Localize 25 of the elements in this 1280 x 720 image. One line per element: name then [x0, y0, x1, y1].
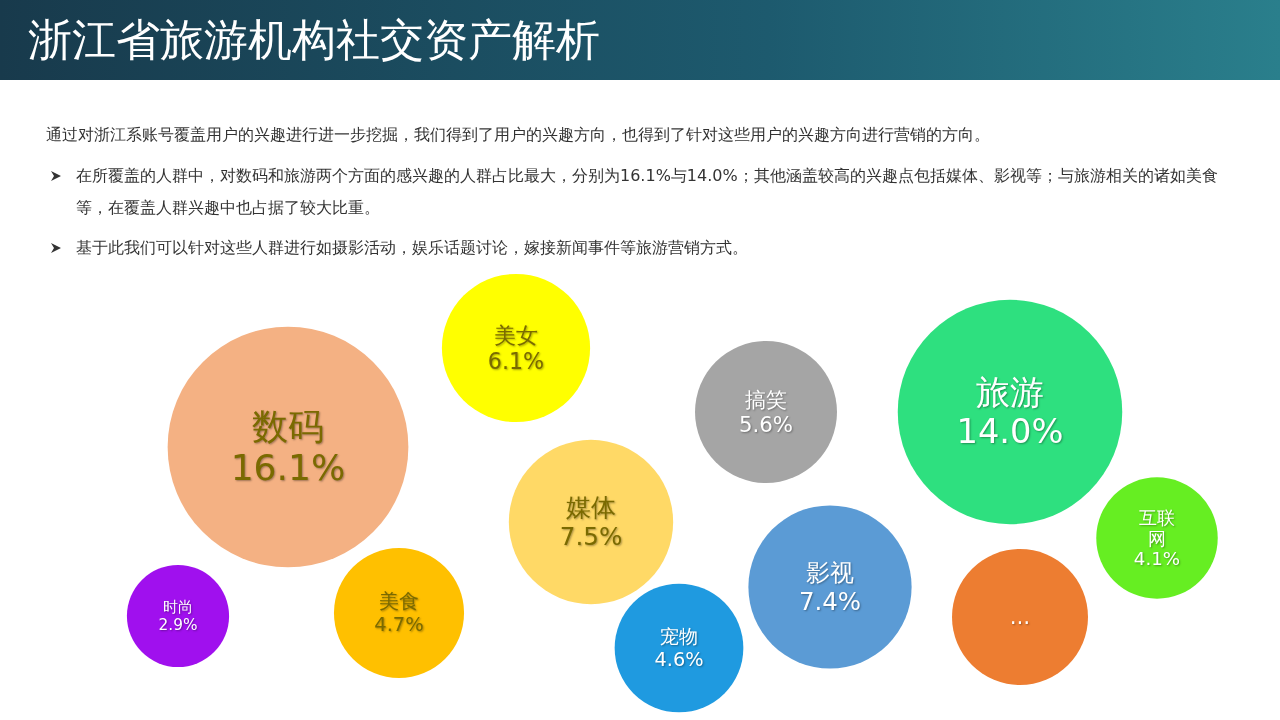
data-label: 7.4% — [798, 586, 862, 616]
category-label: 旅游 — [976, 373, 1044, 413]
category-label: 美食 — [379, 590, 419, 614]
text: 浙江省旅游机构社交资产解析 — [28, 13, 600, 67]
text: 通过对浙江系账号覆盖用户的兴趣进行进一步挖掘，我们得到了用户的兴趣方向，也得到了针对这些用户的兴趣方向进行营销的方向。 — [46, 124, 991, 146]
category-label: 数码 — [252, 404, 324, 448]
category-label: 时尚 — [163, 598, 193, 617]
category-label: 媒体 — [566, 493, 616, 523]
data-label: 5.6% — [738, 411, 794, 437]
category-label: 美女 — [494, 322, 538, 349]
text: 在所覆盖的人群中，对数码和旅游两个方面的感兴趣的人群占比最大，分别为16.1%与14.0%；其他涵盖较高的兴趣点包括媒体、影视等；与旅游相关的诸如美食等，在覆盖人群兴趣中也占据了较大比重。 — [75, 165, 1219, 219]
category-label: 互联网 — [1139, 506, 1175, 549]
data-label: 7.5% — [559, 521, 623, 551]
data-label: 6.1% — [487, 347, 545, 374]
text: 基于此我们可以针对这些人群进行如摄影活动，娱乐话题讨论，嫁接新闻事件等旅游营销方式。 — [75, 237, 749, 259]
data-label: 4.6% — [654, 647, 704, 671]
category-label: 影视 — [806, 558, 854, 588]
data-label: 2.9% — [158, 615, 198, 634]
category-label: … — [1009, 605, 1031, 629]
data-label: 14.0% — [956, 411, 1064, 451]
data-label: 4.1% — [1133, 548, 1181, 570]
data-label: 4.7% — [374, 612, 424, 636]
category-label: 搞笑 — [745, 387, 787, 413]
data-label: 16.1% — [230, 446, 346, 490]
category-label: 宠物 — [660, 625, 698, 649]
